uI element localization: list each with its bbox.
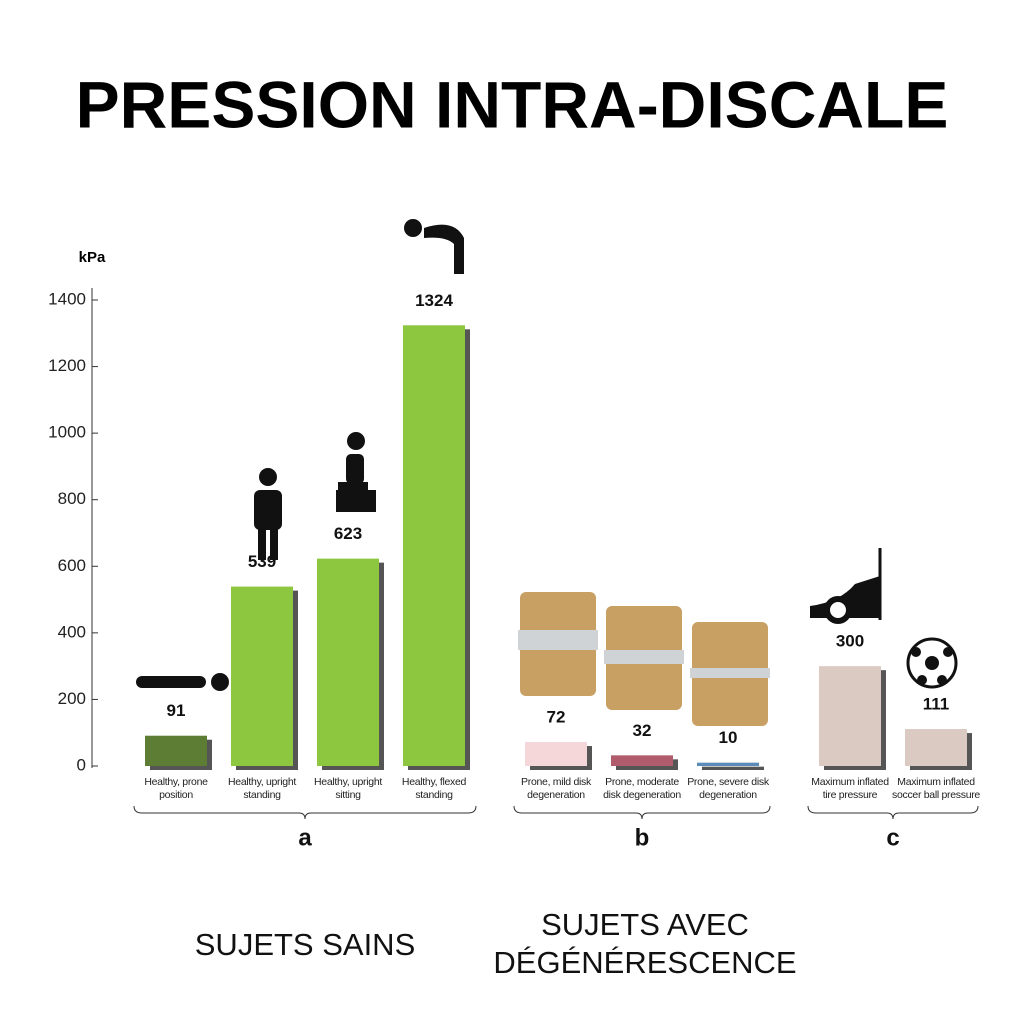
bar <box>231 586 293 766</box>
bar <box>611 755 673 766</box>
x-tick-label: Healthy, upright sitting <box>314 776 382 801</box>
value-label: 111 <box>923 695 950 714</box>
x-tick-label: Maximum inflated tire pressure <box>811 776 889 801</box>
caption: SUJETS AVEC DÉGÉNÉRESCENCE <box>493 907 797 980</box>
y-tick-label: 0 <box>77 755 86 774</box>
y-tick-label: 1200 <box>48 356 86 375</box>
x-tick-label: Maximum inflated soccer ball pressure <box>892 776 980 801</box>
group-brace <box>133 805 477 820</box>
icons <box>136 219 958 691</box>
y-axis-label: kPa <box>79 249 106 266</box>
group-label: a <box>298 824 312 851</box>
y-tick-label: 600 <box>58 556 86 575</box>
x-tick-label: Healthy, flexed standing <box>401 776 467 801</box>
x-tick-label: Healthy, upright standing <box>228 776 296 801</box>
x-tick-label: Healthy, prone position <box>144 776 208 801</box>
bar <box>317 558 379 766</box>
value-label: 32 <box>633 721 652 740</box>
y-tick-label: 1000 <box>48 423 86 442</box>
y-tick-label: 200 <box>58 689 86 708</box>
value-label: 10 <box>719 728 738 747</box>
bar <box>145 735 207 766</box>
x-tick-label: Prone, moderate disk degeneration <box>603 776 681 801</box>
y-tick-label: 400 <box>58 622 86 641</box>
bar <box>525 742 587 766</box>
chart-title: PRESSION INTRA-DISCALE <box>76 67 949 141</box>
y-tick-label: 800 <box>58 489 86 508</box>
value-label: 623 <box>334 524 362 543</box>
x-tick-label: Prone, severe disk degeneration <box>687 776 769 801</box>
value-label: 72 <box>547 708 566 727</box>
value-label: 539 <box>248 552 276 571</box>
bar <box>403 325 465 766</box>
value-label: 1324 <box>415 291 453 310</box>
group-brace <box>807 805 979 820</box>
y-tick-label: 1400 <box>48 289 86 308</box>
bar <box>819 666 881 766</box>
group-label: c <box>886 824 899 851</box>
x-tick-label: Prone, mild disk degeneration <box>521 776 591 801</box>
bar <box>697 762 759 766</box>
vertebrae <box>518 592 770 726</box>
bar <box>905 729 967 766</box>
value-label: 91 <box>167 701 186 720</box>
caption: SUJETS SAINS <box>194 927 416 962</box>
value-label: 300 <box>836 632 864 651</box>
group-brace <box>513 805 771 820</box>
group-label: b <box>635 824 650 851</box>
